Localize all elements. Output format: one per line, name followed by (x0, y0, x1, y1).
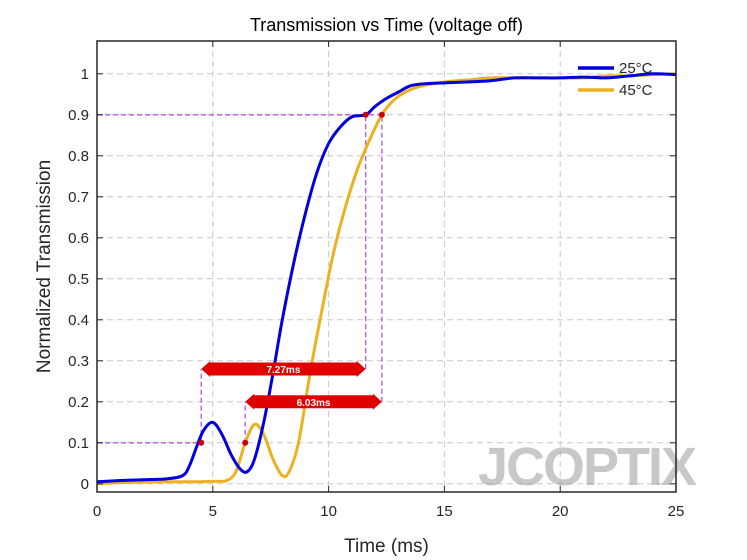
x-tick-label: 0 (93, 503, 101, 520)
y-tick-label: 0.1 (68, 435, 89, 452)
threshold-marker (198, 439, 205, 446)
x-axis-ticks: 0 5 10 15 20 25 (93, 41, 685, 520)
x-tick-label: 20 (552, 503, 569, 520)
y-axis-label: Normalized Transmission (34, 160, 55, 373)
time-annotations: 7.27ms 6.03ms (201, 361, 382, 410)
y-tick-label: 0 (81, 476, 89, 493)
y-tick-label: 0.4 (68, 312, 89, 329)
watermark-logo: JCOPTIX (478, 437, 697, 497)
threshold-markers (198, 111, 385, 446)
x-tick-label: 25 (668, 503, 685, 520)
chart-title: Transmission vs Time (voltage off) (250, 15, 523, 35)
y-tick-label: 0.8 (68, 148, 89, 165)
annotation-arrow (245, 393, 382, 410)
threshold-marker (378, 111, 385, 118)
plot-frame (96, 40, 677, 493)
series-line-0 (96, 72, 677, 484)
y-tick-label: 0.7 (68, 189, 89, 206)
y-axis-ticks: 0 0.1 0.2 0.3 0.4 0.5 0.6 0.7 0.8 0.9 1 (68, 66, 676, 493)
threshold-marker (242, 439, 249, 446)
x-tick-label: 10 (320, 503, 337, 520)
y-tick-label: 0.3 (68, 353, 89, 370)
grid-lines (97, 41, 676, 492)
legend-label: 45°C (619, 82, 653, 99)
legend: 25°C 45°C (578, 60, 653, 99)
legend-label: 25°C (619, 60, 653, 77)
y-tick-label: 0.5 (68, 271, 89, 288)
threshold-marker (362, 111, 369, 118)
reference-lines (97, 114, 383, 444)
series-lines (96, 72, 677, 486)
annotation-arrow (201, 361, 366, 377)
annotation-label: 6.03ms (297, 398, 331, 409)
x-axis-label: Time (ms) (344, 536, 429, 557)
y-tick-label: 0.2 (68, 394, 89, 411)
x-tick-label: 15 (436, 503, 453, 520)
plot-area (97, 41, 676, 492)
y-tick-label: 0.6 (68, 230, 89, 247)
y-tick-label: 1 (81, 66, 89, 83)
y-tick-label: 0.9 (68, 107, 89, 124)
x-tick-label: 5 (209, 503, 217, 520)
annotation-label: 7.27ms (266, 365, 300, 376)
